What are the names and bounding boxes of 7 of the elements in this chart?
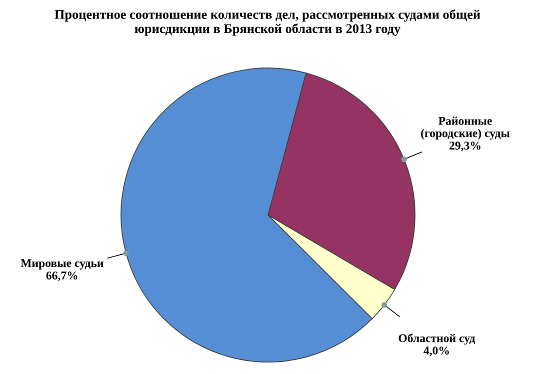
- slice-label: Мировые судьи: [20, 259, 104, 270]
- data-label: 4,0%: [424, 346, 449, 356]
- data-label: 29,3%: [450, 142, 480, 152]
- slice-label: Районные (городские) суды: [421, 116, 510, 140]
- chart-title: Процентное соотношение количеств дел, рассмотренных судами общей юрисдикции в Брянской области в 2013 году: [54, 9, 480, 36]
- data-label: 66,7%: [46, 272, 78, 282]
- slice-label: Областной суд: [398, 334, 476, 345]
